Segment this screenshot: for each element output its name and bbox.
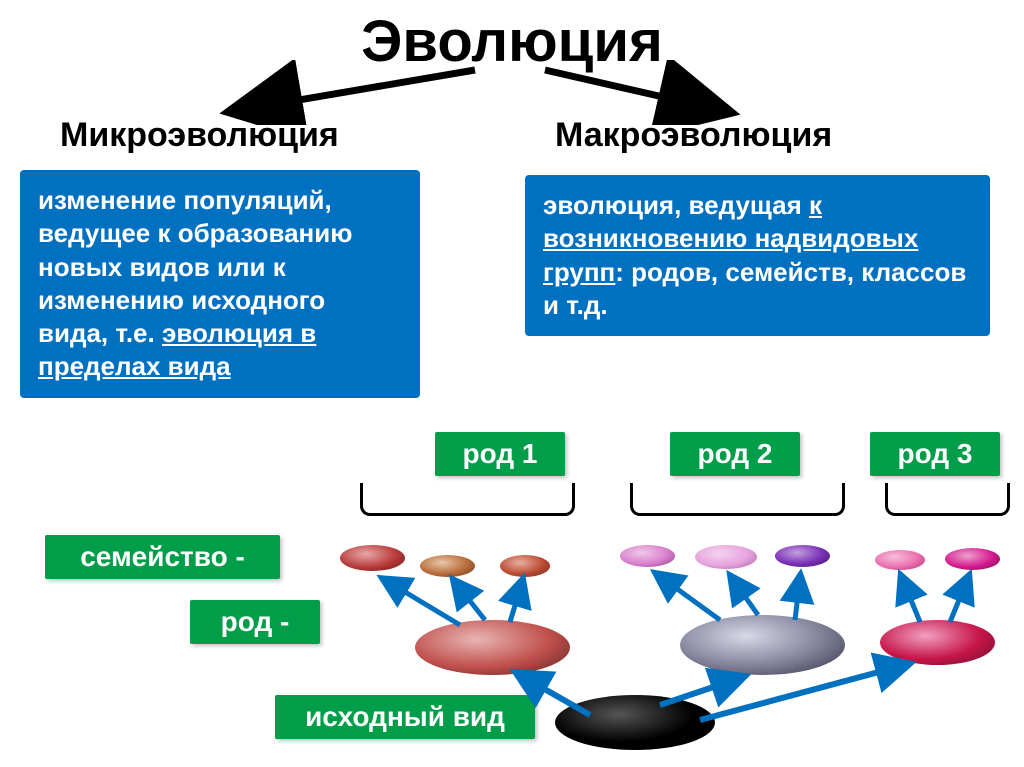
species-8 <box>945 548 1000 570</box>
label-source: исходный вид <box>275 695 535 739</box>
label-genus: род - <box>190 600 320 644</box>
species-5 <box>695 545 757 569</box>
micro-header: Микроэволюция <box>60 116 339 155</box>
label-family: семейство - <box>45 535 280 579</box>
species-4 <box>620 545 675 567</box>
genus-1 <box>415 620 570 675</box>
label-rod2: род 2 <box>670 432 800 476</box>
species-1 <box>340 545 405 571</box>
species-2 <box>420 555 475 577</box>
species-6 <box>775 545 830 567</box>
label-rod3: род 3 <box>870 432 1000 476</box>
macro-text-pre: эволюция, ведущая <box>543 190 809 220</box>
species-3 <box>500 555 550 577</box>
macro-header: Макроэволюция <box>555 116 832 155</box>
source-ellipse <box>555 695 715 750</box>
bracket-rod1 <box>360 488 575 516</box>
species-7 <box>875 550 925 570</box>
bracket-rod3 <box>885 488 1010 516</box>
macro-definition-box: эволюция, ведущая к возникновению надвид… <box>525 175 990 336</box>
micro-definition-box: изменение популяций, ведущее к образован… <box>20 170 420 398</box>
genus-2 <box>680 615 845 675</box>
label-rod1: род 1 <box>435 432 565 476</box>
genus-3 <box>880 620 995 665</box>
bracket-rod2 <box>630 488 845 516</box>
